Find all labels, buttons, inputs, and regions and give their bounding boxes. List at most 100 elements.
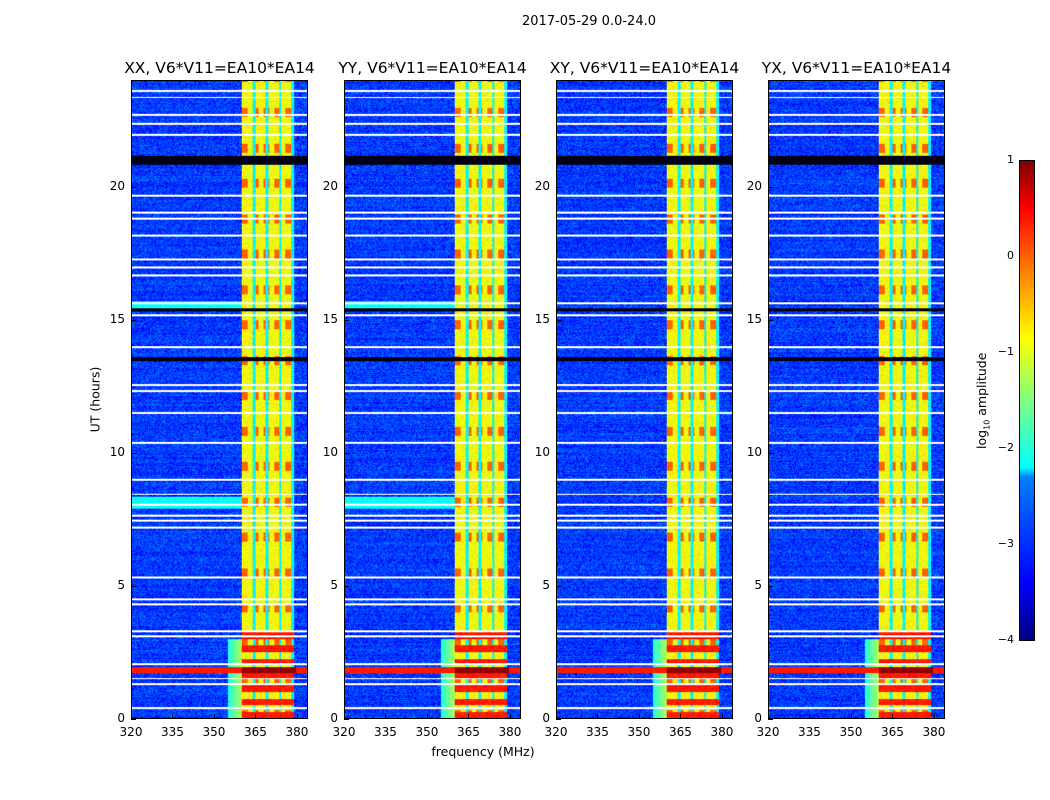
- panel-title-xy: XY, V6*V11=EA10*EA14: [549, 59, 740, 77]
- x-tick-label: 335: [798, 725, 821, 739]
- x-axis-label: frequency (MHz): [431, 744, 535, 759]
- x-tick-mark: [892, 714, 894, 719]
- x-tick-mark: [296, 714, 298, 719]
- y-tick-mark: [344, 719, 349, 720]
- y-tick-label: 20: [322, 178, 338, 193]
- x-tick-mark: [255, 714, 257, 719]
- y-tick-label: 20: [746, 178, 762, 193]
- x-tick-mark: [468, 714, 470, 719]
- y-tick-mark: [768, 585, 773, 587]
- figure-title: 2017-05-29 0.0-24.0: [522, 14, 656, 29]
- y-tick-mark: [344, 452, 349, 454]
- x-tick-mark: [638, 714, 640, 719]
- y-tick-mark: [344, 585, 349, 587]
- colorbar-label: log10 amplitude: [973, 352, 992, 449]
- y-tick-label: 10: [534, 444, 550, 459]
- x-tick-mark: [172, 714, 174, 719]
- y-tick-label: 5: [754, 577, 762, 592]
- x-tick-mark: [509, 714, 511, 719]
- x-tick-mark: [131, 714, 132, 719]
- x-tick-label: 350: [839, 725, 863, 739]
- y-tick-mark: [344, 319, 349, 321]
- x-tick-label: 350: [627, 725, 651, 739]
- x-tick-mark: [213, 714, 215, 719]
- y-tick-label: 5: [330, 577, 338, 592]
- x-tick-mark: [556, 714, 557, 719]
- x-tick-mark: [933, 714, 935, 719]
- y-tick-mark: [556, 719, 561, 720]
- panel-title-xx: XX, V6*V11=EA10*EA14: [124, 59, 315, 77]
- y-tick-label: 10: [109, 444, 125, 459]
- colorbar-tick-label: −4: [997, 633, 1014, 646]
- y-tick-label: 5: [542, 577, 550, 592]
- y-tick-mark: [768, 719, 773, 720]
- x-tick-label: 335: [161, 725, 184, 739]
- x-tick-label: 335: [374, 725, 397, 739]
- y-tick-label: 15: [322, 311, 338, 326]
- y-tick-label: 15: [746, 311, 762, 326]
- x-tick-mark: [680, 714, 682, 719]
- y-tick-label: 10: [322, 444, 338, 459]
- y-tick-mark: [556, 186, 561, 188]
- x-tick-label: 380: [922, 725, 946, 739]
- x-tick-mark: [721, 714, 723, 719]
- y-tick-mark: [556, 452, 561, 454]
- y-tick-label: 20: [109, 178, 125, 193]
- y-tick-mark: [131, 452, 136, 454]
- y-tick-mark: [131, 319, 136, 321]
- x-tick-label: 365: [669, 725, 692, 739]
- spectrogram-panel-xx: [131, 80, 308, 719]
- x-tick-mark: [809, 714, 811, 719]
- y-tick-mark: [768, 186, 773, 188]
- x-tick-label: 320: [332, 725, 356, 739]
- x-tick-label: 320: [119, 725, 143, 739]
- y-tick-label: 0: [542, 711, 550, 725]
- x-tick-mark: [344, 714, 345, 719]
- colorbar-tick-label: 0: [1007, 249, 1014, 262]
- panel-title-yx: YX, V6*V11=EA10*EA14: [761, 59, 952, 77]
- colorbar-tick-label: −1: [997, 345, 1014, 358]
- x-tick-label: 320: [544, 725, 568, 739]
- y-tick-label: 0: [117, 711, 125, 725]
- x-tick-label: 320: [756, 725, 780, 739]
- x-tick-label: 365: [244, 725, 267, 739]
- heatmap-yy: [345, 81, 520, 718]
- x-tick-label: 365: [881, 725, 904, 739]
- y-tick-mark: [556, 585, 561, 587]
- x-tick-mark: [426, 714, 428, 719]
- y-tick-label: 0: [754, 711, 762, 725]
- colorbar-tick-label: 1: [1007, 153, 1014, 166]
- y-tick-mark: [344, 186, 349, 188]
- spectrogram-panel-yy: [344, 80, 521, 719]
- y-tick-label: 5: [117, 577, 125, 592]
- y-tick-mark: [131, 186, 136, 188]
- x-tick-label: 380: [498, 725, 522, 739]
- x-tick-label: 380: [285, 725, 309, 739]
- x-tick-label: 350: [202, 725, 226, 739]
- x-tick-mark: [597, 714, 599, 719]
- colorbar-tick-label: −3: [997, 537, 1014, 550]
- x-tick-label: 335: [586, 725, 609, 739]
- y-tick-label: 0: [330, 711, 338, 725]
- x-tick-mark: [850, 714, 852, 719]
- colorbar: [1019, 160, 1035, 641]
- x-tick-label: 380: [710, 725, 734, 739]
- x-tick-mark: [385, 714, 387, 719]
- y-tick-mark: [131, 719, 136, 720]
- spectrogram-panel-yx: [768, 80, 945, 719]
- heatmap-yx: [769, 81, 944, 718]
- y-tick-label: 20: [534, 178, 550, 193]
- x-tick-label: 365: [457, 725, 480, 739]
- y-tick-label: 15: [534, 311, 550, 326]
- heatmap-xx: [132, 81, 307, 718]
- y-tick-mark: [556, 319, 561, 321]
- spectrogram-panel-xy: [556, 80, 733, 719]
- y-axis-label: UT (hours): [87, 366, 103, 433]
- y-tick-label: 10: [746, 444, 762, 459]
- y-tick-mark: [768, 452, 773, 454]
- y-tick-mark: [131, 585, 136, 587]
- y-tick-label: 15: [109, 311, 125, 326]
- x-tick-label: 350: [415, 725, 439, 739]
- heatmap-xy: [557, 81, 732, 718]
